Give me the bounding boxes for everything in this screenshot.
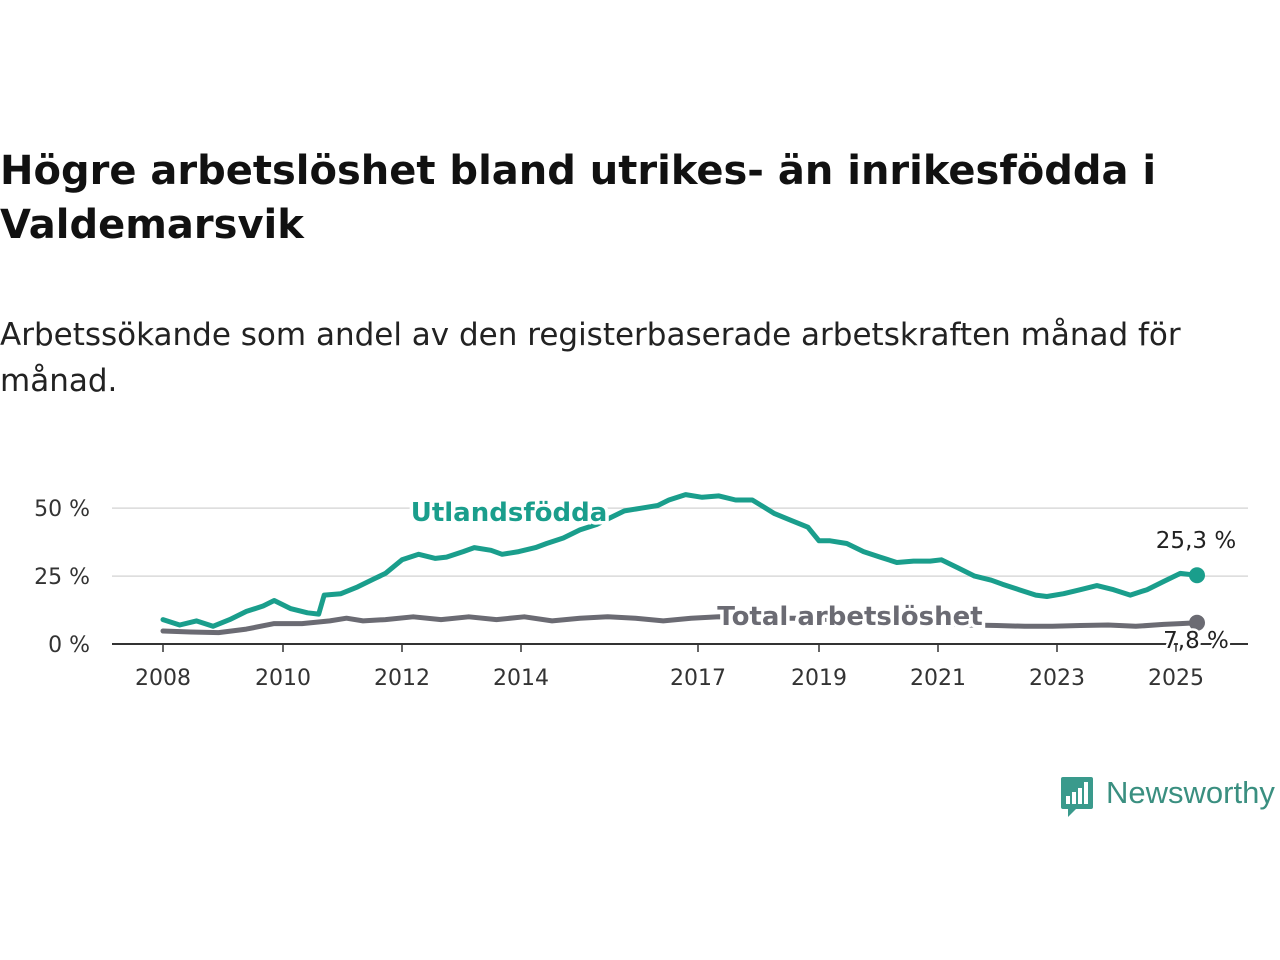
x-tick-label: 2012: [374, 666, 430, 691]
x-tick-label: 2019: [791, 666, 847, 691]
y-tick-label: 25 %: [34, 565, 90, 590]
x-tick-label: 2014: [493, 666, 549, 691]
x-tick-label: 2025: [1148, 666, 1204, 691]
end-point-total-arbetsloshet: [1189, 614, 1205, 631]
series-line-utlandsfodda: [160, 492, 1200, 629]
brand-name: Newsworthy: [1106, 775, 1275, 810]
x-tick-label: 2017: [670, 666, 726, 691]
x-tick-label: 2021: [910, 666, 966, 691]
end-value-label-total-arbetsloshet: 7,8 %: [1163, 628, 1229, 654]
end-value-label-utlandsfodda: 25,3 %: [1156, 528, 1236, 554]
x-axis-ticks: 2008 2010 2012 2014 2017 2019 2021 2023 2025: [135, 644, 1204, 691]
series-label-utlandsfodda: Utlandsfödda: [411, 498, 608, 528]
y-tick-label: 50 %: [34, 497, 90, 522]
chart-series: [160, 492, 1205, 636]
x-tick-label: 2008: [135, 666, 191, 691]
line-chart: 0 % 25 % 50 % 2008 2010 2012 2014 2017 2019 2021…: [34, 492, 1248, 691]
newsworthy-brand: Newsworthy: [1058, 774, 1280, 820]
x-tick-label: 2023: [1029, 666, 1085, 691]
series-labels: Utlandsfödda Total arbetslöshet 25,3 % 7,8 …: [407, 495, 1238, 657]
y-axis-ticks: 0 % 25 % 50 %: [34, 497, 90, 658]
x-tick-label: 2010: [255, 666, 311, 691]
series-line-total-arbetsloshet: [160, 614, 1200, 636]
chart-subtitle: Arbetssökande som andel av den registerb…: [0, 317, 1181, 399]
end-point-utlandsfodda: [1189, 567, 1205, 584]
newsworthy-logo-icon: [1061, 777, 1093, 817]
y-tick-label: 0 %: [48, 633, 90, 658]
series-label-total-arbetsloshet: Total arbetslöshet: [717, 602, 982, 632]
chart-grid: [112, 507, 1248, 645]
chart-title: Högre arbetslöshet bland utrikes- än inr…: [0, 148, 1157, 248]
